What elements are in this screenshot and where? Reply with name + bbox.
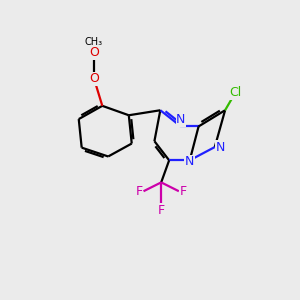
Text: N: N: [185, 155, 194, 168]
Text: O: O: [89, 72, 99, 85]
Text: N: N: [176, 113, 186, 127]
Text: F: F: [158, 204, 165, 217]
Text: O: O: [89, 46, 99, 59]
Text: F: F: [180, 185, 187, 198]
Text: CH₃: CH₃: [85, 37, 103, 46]
Text: F: F: [136, 185, 143, 198]
Text: N: N: [216, 141, 225, 154]
Text: Cl: Cl: [229, 86, 242, 99]
